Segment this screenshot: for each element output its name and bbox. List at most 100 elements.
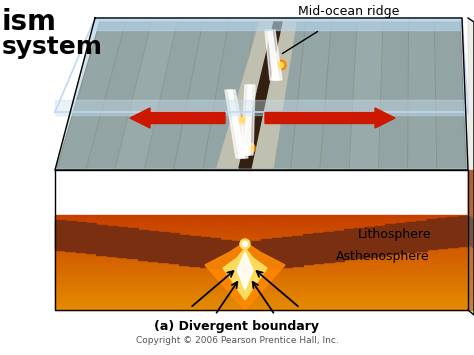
Polygon shape — [427, 219, 437, 249]
Polygon shape — [262, 239, 272, 269]
Polygon shape — [349, 22, 383, 168]
Polygon shape — [468, 245, 474, 254]
Polygon shape — [200, 237, 210, 267]
Polygon shape — [86, 223, 96, 253]
Text: Mid-ocean ridge: Mid-ocean ridge — [298, 5, 400, 18]
Polygon shape — [57, 22, 126, 168]
Text: system: system — [2, 35, 103, 59]
Polygon shape — [468, 263, 474, 273]
Circle shape — [279, 62, 283, 67]
Polygon shape — [96, 225, 107, 255]
Polygon shape — [468, 215, 474, 248]
Polygon shape — [107, 226, 117, 256]
Polygon shape — [55, 231, 468, 234]
Polygon shape — [117, 227, 128, 257]
Polygon shape — [468, 198, 474, 207]
Polygon shape — [228, 90, 245, 158]
Polygon shape — [55, 294, 468, 297]
Polygon shape — [375, 226, 385, 256]
Polygon shape — [128, 228, 137, 258]
Polygon shape — [408, 22, 437, 168]
Polygon shape — [65, 221, 76, 251]
Polygon shape — [313, 233, 323, 263]
Polygon shape — [244, 85, 252, 155]
Polygon shape — [385, 224, 396, 255]
Circle shape — [238, 115, 248, 125]
Polygon shape — [458, 215, 468, 246]
Polygon shape — [292, 236, 303, 266]
Polygon shape — [55, 307, 468, 310]
Polygon shape — [468, 254, 474, 263]
Polygon shape — [55, 224, 468, 228]
Polygon shape — [55, 100, 468, 115]
Polygon shape — [365, 227, 375, 257]
Polygon shape — [468, 207, 474, 217]
Polygon shape — [323, 232, 334, 262]
Polygon shape — [468, 18, 474, 315]
Circle shape — [240, 118, 246, 122]
Polygon shape — [55, 220, 65, 250]
Polygon shape — [55, 297, 468, 300]
Circle shape — [243, 241, 247, 246]
Polygon shape — [334, 231, 344, 261]
Polygon shape — [468, 273, 474, 282]
Polygon shape — [416, 220, 427, 251]
Text: (a) Divergent boundary: (a) Divergent boundary — [155, 320, 319, 333]
Polygon shape — [468, 235, 474, 245]
Polygon shape — [225, 90, 248, 158]
Text: Lithosphere: Lithosphere — [358, 228, 431, 241]
Text: ism: ism — [2, 8, 57, 36]
Polygon shape — [55, 291, 468, 294]
Polygon shape — [55, 247, 468, 250]
Polygon shape — [55, 260, 468, 262]
Polygon shape — [55, 215, 468, 218]
Text: Copyright © 2006 Pearson Prentice Hall, Inc.: Copyright © 2006 Pearson Prentice Hall, … — [136, 336, 338, 345]
Polygon shape — [55, 244, 468, 247]
FancyArrow shape — [265, 108, 395, 128]
Polygon shape — [55, 266, 468, 269]
Polygon shape — [55, 237, 468, 240]
Polygon shape — [210, 238, 220, 268]
Polygon shape — [272, 238, 282, 268]
Polygon shape — [57, 22, 466, 168]
Polygon shape — [468, 217, 474, 226]
Polygon shape — [355, 228, 365, 258]
Circle shape — [245, 143, 255, 153]
Polygon shape — [76, 222, 86, 252]
Polygon shape — [55, 218, 468, 221]
Polygon shape — [230, 241, 241, 271]
Polygon shape — [148, 231, 158, 261]
Polygon shape — [205, 242, 285, 310]
Polygon shape — [55, 285, 468, 288]
Polygon shape — [232, 22, 280, 168]
Polygon shape — [468, 189, 474, 198]
Polygon shape — [241, 242, 251, 272]
Polygon shape — [223, 248, 267, 300]
Polygon shape — [55, 256, 468, 260]
Polygon shape — [268, 30, 279, 80]
Polygon shape — [55, 253, 468, 256]
Polygon shape — [116, 22, 177, 168]
Polygon shape — [406, 222, 416, 252]
Polygon shape — [158, 232, 169, 262]
Polygon shape — [468, 170, 474, 179]
FancyArrow shape — [130, 108, 225, 128]
Circle shape — [247, 146, 253, 151]
Polygon shape — [344, 229, 355, 260]
Polygon shape — [468, 291, 474, 301]
Circle shape — [240, 239, 250, 249]
Polygon shape — [468, 226, 474, 235]
Circle shape — [276, 60, 286, 70]
Polygon shape — [303, 234, 313, 264]
Text: Asthenosphere: Asthenosphere — [336, 250, 429, 263]
Polygon shape — [241, 85, 255, 155]
Polygon shape — [447, 217, 458, 247]
Polygon shape — [437, 218, 447, 248]
Polygon shape — [55, 234, 468, 237]
Polygon shape — [55, 228, 468, 231]
Polygon shape — [468, 282, 474, 291]
Polygon shape — [217, 22, 296, 168]
Polygon shape — [251, 241, 262, 271]
Polygon shape — [265, 30, 282, 80]
Polygon shape — [95, 18, 462, 30]
